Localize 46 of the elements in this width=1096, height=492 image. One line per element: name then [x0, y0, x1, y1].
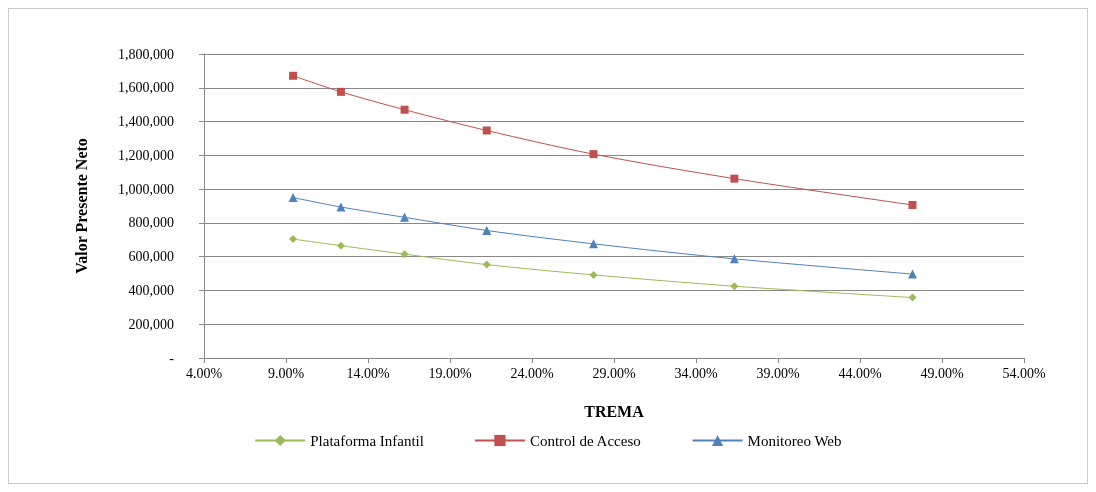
- point: [589, 239, 598, 249]
- x-tick-label: 19.00%: [428, 365, 472, 381]
- point: [289, 71, 298, 80]
- legend-label: Monitoreo Web: [747, 432, 842, 449]
- point: [482, 126, 491, 135]
- y-tick-label: 800,000: [128, 215, 174, 231]
- y-axis-title: Valor Presente Neto: [72, 138, 90, 274]
- point: [907, 269, 917, 279]
- x-tick-label: 34.00%: [674, 365, 718, 381]
- point: [400, 105, 409, 114]
- legend-label: Plataforma Infantil: [310, 432, 424, 449]
- point: [336, 241, 345, 250]
- y-tick-label: 200,000: [128, 316, 174, 332]
- x-tick-label: 29.00%: [592, 365, 636, 381]
- y-tick-label: -: [169, 350, 175, 366]
- point: [482, 225, 492, 235]
- y-tick-label: 400,000: [128, 282, 174, 298]
- y-tick-label: 1,200,000: [118, 147, 174, 163]
- point: [336, 87, 345, 96]
- point: [336, 202, 346, 212]
- point: [482, 260, 491, 269]
- y-tick-label: 1,000,000: [118, 181, 174, 197]
- point: [908, 200, 917, 209]
- x-tick-label: 9.00%: [267, 365, 305, 381]
- x-tick-label: 49.00%: [920, 365, 964, 381]
- x-tick-label: 4.00%: [185, 365, 223, 381]
- x-tick-label: 14.00%: [346, 365, 390, 381]
- point: [908, 293, 917, 302]
- point: [289, 235, 298, 244]
- y-tick-label: 1,600,000: [118, 80, 174, 96]
- x-tick-label: 39.00%: [756, 365, 800, 381]
- point: [400, 212, 410, 222]
- legend-label: Control de Acceso: [529, 432, 641, 449]
- y-tick-label: 1,400,000: [118, 114, 174, 130]
- x-tick-label: 44.00%: [838, 365, 882, 381]
- x-axis-title: TREMA: [584, 402, 645, 420]
- y-tick-label: 1,800,000: [118, 46, 174, 62]
- point: [730, 174, 739, 183]
- point: [400, 250, 409, 259]
- point: [288, 193, 298, 203]
- point: [589, 270, 598, 279]
- point: [730, 282, 739, 291]
- y-tick-label: 600,000: [128, 249, 174, 265]
- point: [589, 150, 598, 159]
- x-tick-label: 24.00%: [510, 365, 554, 381]
- x-tick-label: 54.00%: [1002, 365, 1046, 381]
